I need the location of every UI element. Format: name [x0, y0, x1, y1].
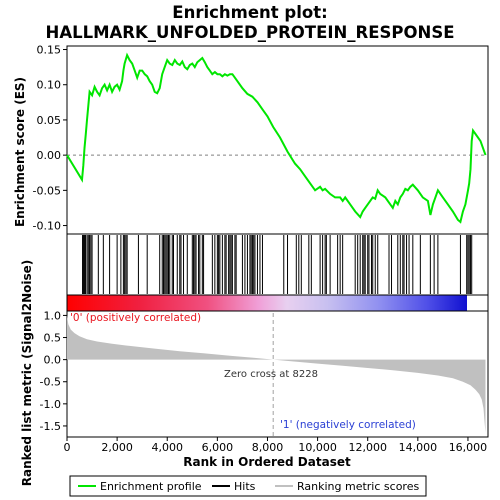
hit-marks — [82, 235, 473, 294]
ranked-panel-frame — [66, 310, 489, 438]
chart-title-line2: HALLMARK_UNFOLDED_PROTEIN_RESPONSE — [46, 23, 455, 42]
hits-panel-frame — [66, 233, 489, 296]
ranked-x-tick-label: 10,000 — [298, 441, 337, 454]
chart-title-line1: Enrichment plot: — [172, 3, 327, 22]
legend-ranked-label: Ranking metric scores — [297, 480, 419, 493]
ranked-x-tick-label: 6,000 — [202, 441, 234, 454]
ranked-y-tick-label: -0.5 — [40, 376, 61, 389]
ranked-y-tick-label: 0.5 — [44, 332, 62, 345]
ranked-y-axis: -1.5 -1.0 -0.5 0.0 0.5 1.0 — [40, 309, 67, 433]
ranked-x-tick-label: 4,000 — [151, 441, 183, 454]
ranked-x-axis-label: Rank in Ordered Dataset — [183, 455, 351, 469]
es-y-axis-label: Enrichment score (ES) — [13, 77, 27, 227]
legend-frame — [69, 475, 427, 497]
ranked-y-tick-label: -1.5 — [40, 420, 61, 433]
es-y-tick-label: 0.05 — [37, 114, 62, 127]
ranked-y-tick-label: 0.0 — [44, 354, 62, 367]
ranked-x-tick-label: 8,000 — [252, 441, 284, 454]
es-line — [66, 52, 487, 224]
positive-correlation-label: '0' (positively correlated) — [70, 312, 201, 324]
es-y-tick-label: 0.15 — [37, 44, 62, 57]
hits-panel — [66, 233, 489, 312]
legend-hits-label: Hits — [234, 480, 256, 493]
negative-correlation-label: '1' (negatively correlated) — [280, 419, 416, 431]
es-panel: -0.10 -0.05 0.00 0.05 0.10 0.15 Enrichment sc… — [13, 44, 489, 235]
ranked-x-axis: 0 2,000 4,000 6,000 8,000 10,000 12,000 14,000 1… — [64, 437, 488, 454]
ranked-x-tick-label: 0 — [64, 441, 71, 454]
ranked-x-tick-label: 12,000 — [348, 441, 387, 454]
es-panel-frame — [66, 45, 489, 235]
ranked-y-axis-label: Ranked list metric (Signal2Noise) — [20, 260, 34, 487]
es-y-tick-label: 0.10 — [37, 79, 62, 92]
zero-cross-label: Zero cross at 8228 — [224, 369, 318, 380]
es-y-tick-label: 0.00 — [37, 149, 62, 162]
ranked-y-tick-label: 1.0 — [44, 309, 62, 322]
es-y-tick-label: -0.10 — [33, 220, 61, 233]
ranked-x-tick-label: 14,000 — [399, 441, 438, 454]
es-y-axis: -0.10 -0.05 0.00 0.05 0.10 0.15 — [33, 44, 67, 233]
ranked-y-tick-label: -1.0 — [40, 398, 61, 411]
ranked-x-tick-label: 2,000 — [101, 441, 133, 454]
ranked-x-tick-label: 16,000 — [449, 441, 488, 454]
ranked-panel: -1.5 -1.0 -0.5 0.0 0.5 1.0 0 2,000 4,000 6,000 8,… — [20, 260, 489, 487]
rank-heat-bar — [67, 295, 467, 311]
legend: Enrichment profile Hits Ranking metric s… — [69, 475, 427, 497]
es-y-tick-label: -0.05 — [33, 184, 61, 197]
legend-enrichment-label: Enrichment profile — [100, 480, 202, 493]
